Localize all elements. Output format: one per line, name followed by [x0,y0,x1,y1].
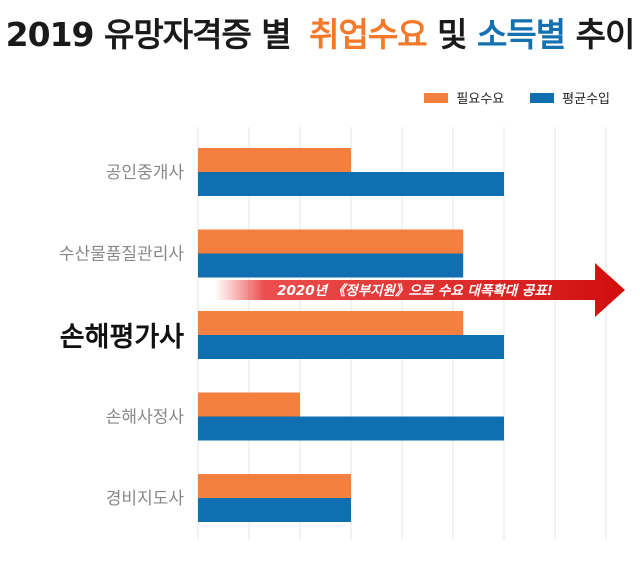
bar-income [198,335,504,359]
title-part3: 및 [437,15,467,54]
legend-swatch-income [530,92,555,103]
bar-income [198,253,464,278]
legend-item-demand: 필요수요 [424,88,504,107]
annotation-text: 2020년 《정부지원》으로 수요 대폭확대 공표! [277,283,553,299]
category-label: 공인중개사 [106,163,185,183]
bar-demand [198,311,464,335]
title-part5: 추이 [575,15,636,54]
legend-item-income: 평균수입 [530,88,610,107]
title-part1: 2019 유망자격증 별 [5,15,292,54]
bar-income [198,498,351,522]
bar-income [198,172,504,196]
bar-demand [198,474,351,498]
title-part4: 소득별 [476,15,566,54]
legend-swatch-demand [424,92,449,103]
chart-title: 2019 유망자격증 별 취업수요 및 소득별 추이 [0,8,640,56]
category-label: 경비지도사 [106,489,185,509]
bar-demand [198,229,464,254]
category-label: 손해사정사 [106,408,185,428]
category-label: 손해평가사 [60,322,184,353]
chart-legend: 필요수요 평균수입 [406,88,610,107]
annotation-layer: 2020년 《정부지원》으로 수요 대폭확대 공표! [215,263,625,317]
bar-income [198,416,504,441]
title-part2: 취업수요 [309,15,427,54]
category-label: 수산물품질관리사 [59,245,184,265]
bar-demand [198,392,300,417]
bar-layer [198,148,504,522]
legend-label-income: 평균수입 [562,92,610,107]
legend-label-demand: 필요수요 [456,92,505,107]
bar-demand [198,148,351,172]
annotation-arrow [215,263,625,317]
